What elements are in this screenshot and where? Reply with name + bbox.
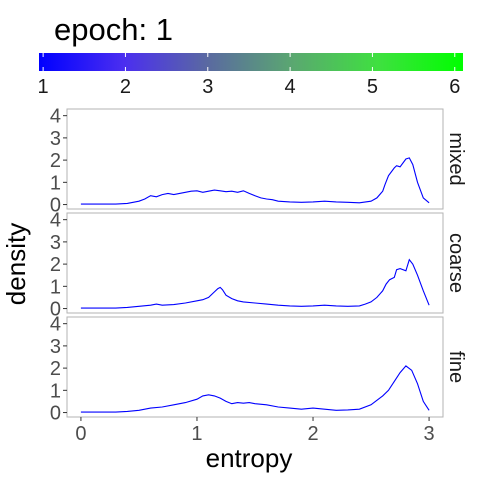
y-tick-label: 4 — [50, 314, 61, 336]
colorbar-tick-label: 6 — [449, 76, 460, 98]
density-line-fine — [80, 365, 430, 413]
y-axis-title: density — [1, 223, 31, 305]
colorbar-tick-label: 2 — [120, 76, 131, 98]
y-tick-label: 1 — [50, 276, 61, 298]
density-line-coarse — [80, 258, 430, 309]
y-tick-label: 0 — [50, 299, 61, 321]
facet-label: coarse — [445, 233, 467, 293]
y-tick-label: 3 — [50, 128, 61, 150]
y-tick-label: 0 — [50, 195, 61, 217]
x-axis: 0 1 2 3 — [75, 417, 435, 445]
y-tick-label: 1 — [50, 380, 61, 402]
y-tick-label: 3 — [50, 232, 61, 254]
x-tick-label: 1 — [191, 423, 202, 445]
x-tick-label: 3 — [424, 423, 435, 445]
density-line-mixed — [80, 157, 430, 205]
x-axis-title: entropy — [206, 443, 293, 473]
panel-frame — [66, 316, 444, 418]
x-tick-label: 2 — [307, 423, 318, 445]
panel-frame — [66, 108, 444, 210]
colorbar-tick-label: 5 — [367, 76, 378, 98]
y-tick-label: 2 — [50, 358, 61, 380]
y-tick-label: 4 — [50, 106, 61, 128]
chart-title: epoch: 1 — [54, 12, 173, 47]
facet-label: fine — [445, 351, 467, 383]
facet-label: mixed — [445, 132, 467, 185]
y-tick-label: 3 — [50, 336, 61, 358]
x-tick-label: 0 — [75, 423, 86, 445]
y-tick-label: 2 — [50, 254, 61, 276]
colorbar-tick-label: 4 — [285, 76, 296, 98]
y-tick-label: 4 — [50, 210, 61, 232]
y-tick-label: 1 — [50, 172, 61, 194]
colorbar-tick-label: 1 — [38, 76, 49, 98]
colorbar-labels: 1 2 3 4 5 6 — [38, 53, 460, 98]
y-tick-label: 2 — [50, 150, 61, 172]
y-tick-label: 0 — [50, 403, 61, 425]
colorbar — [39, 53, 463, 71]
colorbar-tick-label: 3 — [202, 76, 213, 98]
panel-frame — [66, 212, 444, 314]
